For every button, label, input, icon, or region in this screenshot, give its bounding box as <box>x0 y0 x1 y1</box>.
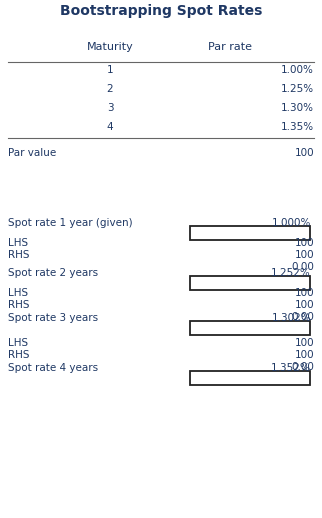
Text: LHS: LHS <box>8 238 28 248</box>
Text: 1.352%: 1.352% <box>271 363 311 373</box>
Text: 100: 100 <box>294 238 314 248</box>
Text: 100: 100 <box>294 300 314 310</box>
Text: Maturity: Maturity <box>87 42 133 52</box>
Text: Spot rate 3 years: Spot rate 3 years <box>8 313 98 323</box>
Text: 100: 100 <box>294 250 314 260</box>
Text: Par rate: Par rate <box>208 42 252 52</box>
Text: 0.00: 0.00 <box>291 312 314 322</box>
FancyBboxPatch shape <box>190 226 310 240</box>
Text: Spot rate 1 year (given): Spot rate 1 year (given) <box>8 218 133 228</box>
Text: 1.252%: 1.252% <box>271 268 311 278</box>
Text: RHS: RHS <box>8 350 30 360</box>
Text: 100: 100 <box>294 148 314 158</box>
Text: 1.000%: 1.000% <box>272 218 311 228</box>
Text: Spot rate 4 years: Spot rate 4 years <box>8 363 98 373</box>
Text: 100: 100 <box>294 288 314 298</box>
Text: 1.00%: 1.00% <box>281 65 314 75</box>
FancyBboxPatch shape <box>190 276 310 290</box>
Text: 2: 2 <box>107 84 113 94</box>
Text: 1: 1 <box>107 65 113 75</box>
Text: Bootstrapping Spot Rates: Bootstrapping Spot Rates <box>60 4 262 18</box>
Text: 4: 4 <box>107 122 113 132</box>
Text: LHS: LHS <box>8 338 28 348</box>
Text: 1.302%: 1.302% <box>271 313 311 323</box>
Text: LHS: LHS <box>8 288 28 298</box>
FancyBboxPatch shape <box>190 371 310 385</box>
Text: 1.25%: 1.25% <box>281 84 314 94</box>
Text: 0.00: 0.00 <box>291 362 314 372</box>
Text: Spot rate 2 years: Spot rate 2 years <box>8 268 98 278</box>
Text: 100: 100 <box>294 338 314 348</box>
Text: 3: 3 <box>107 103 113 113</box>
Text: RHS: RHS <box>8 300 30 310</box>
Text: 0.00: 0.00 <box>291 262 314 272</box>
Text: 1.35%: 1.35% <box>281 122 314 132</box>
Text: 100: 100 <box>294 350 314 360</box>
Text: Par value: Par value <box>8 148 56 158</box>
Text: RHS: RHS <box>8 250 30 260</box>
FancyBboxPatch shape <box>190 321 310 335</box>
Text: 1.30%: 1.30% <box>281 103 314 113</box>
